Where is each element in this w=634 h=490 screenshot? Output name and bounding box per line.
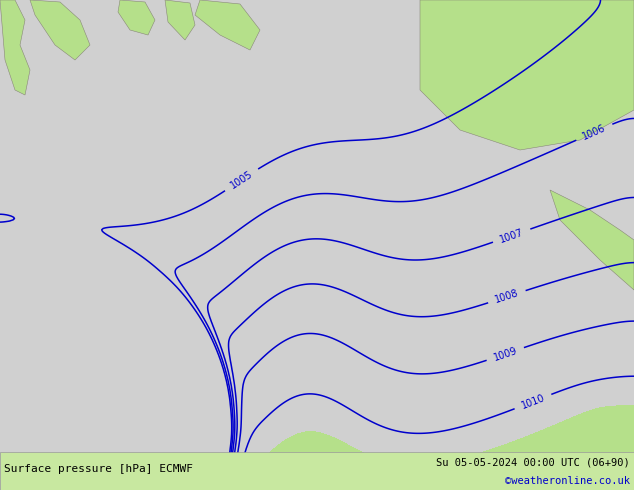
- Text: 1005: 1005: [228, 169, 255, 191]
- Polygon shape: [165, 0, 195, 40]
- Polygon shape: [420, 0, 634, 150]
- Polygon shape: [195, 0, 260, 50]
- Text: 1010: 1010: [520, 392, 547, 411]
- Bar: [0, 452, 634, 490]
- Polygon shape: [0, 0, 30, 95]
- Text: 1007: 1007: [498, 227, 525, 245]
- Polygon shape: [118, 0, 155, 35]
- Polygon shape: [30, 0, 90, 60]
- Text: Su 05-05-2024 00:00 UTC (06+90): Su 05-05-2024 00:00 UTC (06+90): [436, 458, 630, 467]
- Text: 1008: 1008: [494, 288, 520, 305]
- Text: 1009: 1009: [492, 345, 519, 363]
- Text: ©weatheronline.co.uk: ©weatheronline.co.uk: [505, 475, 630, 486]
- Text: 1006: 1006: [581, 122, 607, 142]
- Polygon shape: [550, 190, 634, 290]
- Text: Surface pressure [hPa] ECMWF: Surface pressure [hPa] ECMWF: [4, 464, 193, 474]
